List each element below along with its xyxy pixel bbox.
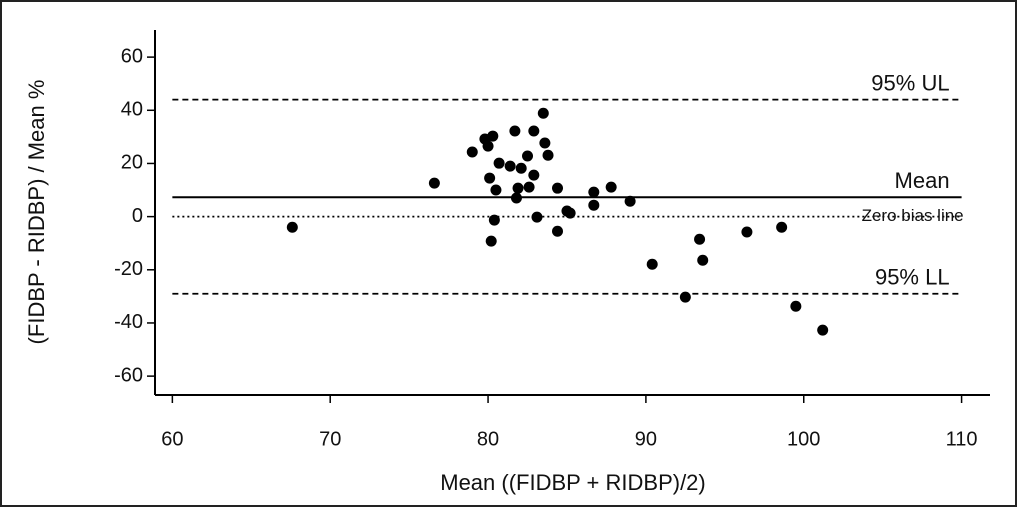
point: [493, 157, 505, 169]
point: [487, 130, 499, 142]
point: [741, 226, 753, 238]
point: [588, 199, 600, 211]
reference-label: 95% UL: [871, 70, 949, 95]
point: [539, 137, 551, 149]
point: [605, 181, 617, 193]
point: [482, 140, 494, 152]
point: [515, 162, 527, 174]
point: [466, 146, 478, 158]
y-tick-label: 20: [121, 152, 143, 174]
point: [286, 221, 298, 233]
point: [552, 225, 564, 237]
point: [528, 169, 540, 181]
x-tick-label: 70: [319, 428, 341, 450]
point: [485, 235, 497, 247]
y-tick-label: -20: [114, 258, 143, 280]
point: [697, 254, 709, 266]
point: [776, 221, 788, 233]
reference-label: 95% LL: [875, 265, 950, 290]
point: [542, 149, 554, 161]
point: [512, 182, 524, 194]
point: [531, 211, 543, 223]
y-tick-label: 40: [121, 99, 143, 121]
point: [484, 172, 496, 184]
point: [522, 150, 534, 162]
point: [428, 177, 440, 189]
point: [504, 160, 516, 172]
point: [564, 207, 576, 219]
point: [646, 258, 658, 270]
point: [694, 233, 706, 245]
point: [509, 125, 521, 137]
point: [488, 214, 500, 226]
y-axis-label: (FIDBP - RIDBP) / Mean %: [24, 80, 49, 345]
point: [588, 186, 600, 198]
point: [790, 300, 802, 312]
x-tick-label: 80: [477, 428, 499, 450]
x-tick-label: 100: [787, 428, 820, 450]
point: [817, 324, 829, 336]
point: [528, 125, 540, 137]
y-tick-label: 0: [132, 205, 143, 227]
point: [490, 184, 502, 196]
point: [552, 182, 564, 194]
y-tick-label: 60: [121, 45, 143, 67]
y-tick-label: -40: [114, 311, 143, 333]
x-axis-label: Mean ((FIDBP + RIDBP)/2): [440, 470, 706, 495]
x-tick-label: 110: [946, 428, 978, 450]
point: [523, 181, 535, 193]
reference-label: Mean: [895, 168, 950, 193]
point: [624, 195, 636, 207]
x-tick-label: 90: [635, 428, 657, 450]
point: [510, 192, 522, 204]
point: [537, 107, 549, 119]
reference-label: Zero bias line: [862, 206, 964, 225]
point: [679, 291, 691, 303]
y-tick-label: -60: [114, 364, 143, 386]
x-tick-label: 60: [161, 428, 183, 450]
